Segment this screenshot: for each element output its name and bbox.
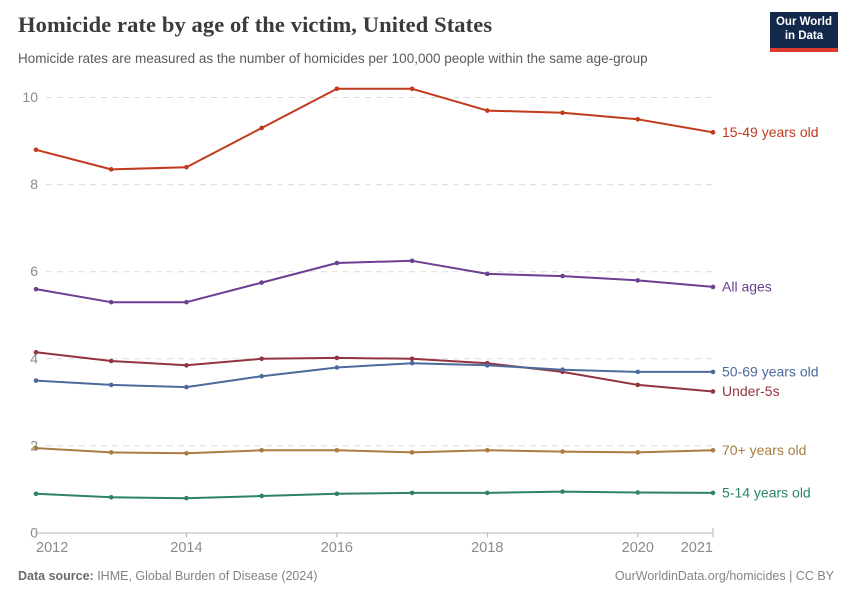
series-point (560, 110, 565, 116)
series-point (33, 491, 39, 497)
series-point (485, 363, 490, 368)
series-point (184, 451, 189, 456)
series-point (635, 450, 641, 455)
series-line-5 (35, 490, 714, 500)
series-point (334, 355, 340, 361)
series-line-2 (35, 351, 714, 393)
series-point (184, 164, 189, 170)
series-point (334, 491, 340, 497)
series-line-3 (35, 362, 714, 389)
series-point (710, 490, 716, 496)
y-tick-label-6: 6 (30, 263, 38, 279)
series-point (184, 384, 189, 390)
x-tick-label-2014: 2014 (170, 540, 202, 556)
y-tick-label-2: 2 (30, 437, 38, 453)
series-label-5[interactable]: 5-14 years old (722, 484, 811, 500)
x-tick-label-2018: 2018 (471, 540, 503, 556)
series-point (33, 286, 39, 292)
series-point (259, 493, 264, 499)
series-point (259, 447, 264, 453)
y-tick-label-8: 8 (30, 176, 38, 192)
series-point (710, 447, 716, 453)
y-tick-label-10: 10 (22, 89, 38, 105)
owid-logo-text: Our World in Data (775, 16, 832, 42)
series-label-3[interactable]: 50-69 years old (722, 363, 819, 379)
series-point (635, 490, 641, 495)
series-point (33, 445, 39, 451)
credit-link[interactable]: OurWorldinData.org/homicides | CC BY (614, 569, 834, 583)
series-point (259, 356, 264, 362)
series-point (259, 125, 264, 131)
x-tick-label-2020: 2020 (622, 540, 654, 556)
series-point (33, 349, 39, 355)
series-point (108, 167, 114, 172)
series-point (710, 369, 716, 375)
series-label-2[interactable]: Under-5s (722, 383, 780, 399)
y-tick-label-0: 0 (30, 525, 38, 541)
series-point (184, 299, 189, 305)
series-point (710, 389, 716, 394)
series-point (259, 373, 264, 379)
series-point (184, 495, 189, 501)
series-point (108, 450, 114, 455)
series-point (485, 490, 490, 496)
chart-footer: Data source: IHME, Global Burden of Dise… (0, 566, 850, 600)
series-point (560, 489, 565, 494)
series-point (485, 108, 490, 113)
data-source: Data source: IHME, Global Burden of Dise… (18, 569, 318, 583)
series-label-1[interactable]: All ages (722, 278, 772, 294)
series-point (259, 280, 264, 285)
x-tick-label-2016: 2016 (321, 540, 353, 556)
y-tick-label-4: 4 (30, 350, 38, 366)
series-point (710, 130, 716, 135)
series-point (635, 116, 641, 122)
x-tick-label-2021: 2021 (681, 540, 713, 556)
series-point (334, 260, 340, 266)
series-point (560, 449, 565, 454)
series-point (334, 86, 340, 92)
series-point (334, 447, 340, 453)
series-point (334, 365, 340, 370)
series-point (108, 494, 114, 500)
series-point (409, 490, 415, 496)
series-point (635, 382, 641, 388)
series-point (409, 86, 415, 92)
series-point (108, 358, 114, 364)
owid-logo[interactable]: Our World in Data (770, 12, 838, 52)
series-point (409, 356, 415, 362)
series-point (108, 299, 114, 305)
series-point (409, 258, 415, 264)
series-point (33, 378, 39, 383)
series-label-0[interactable]: 15-49 years old (722, 124, 819, 140)
x-tick-label-2012: 2012 (36, 540, 68, 556)
series-line-0 (35, 87, 714, 171)
series-point (710, 284, 716, 290)
series-point (635, 369, 641, 375)
series-label-4[interactable]: 70+ years old (722, 442, 806, 458)
series-point (560, 367, 565, 372)
series-line-1 (35, 259, 714, 304)
series-line-4 (35, 447, 714, 455)
series-point (635, 278, 641, 283)
page-title: Homicide rate by age of the victim, Unit… (18, 12, 493, 37)
chart-subtitle: Homicide rates are measured as the numbe… (18, 51, 648, 66)
series-point (108, 382, 114, 388)
series-point (560, 273, 565, 279)
series-point (33, 147, 39, 153)
series-point (485, 447, 490, 453)
series-point (409, 360, 415, 366)
series-point (409, 450, 415, 455)
series-point (184, 363, 189, 368)
series-point (485, 271, 490, 277)
